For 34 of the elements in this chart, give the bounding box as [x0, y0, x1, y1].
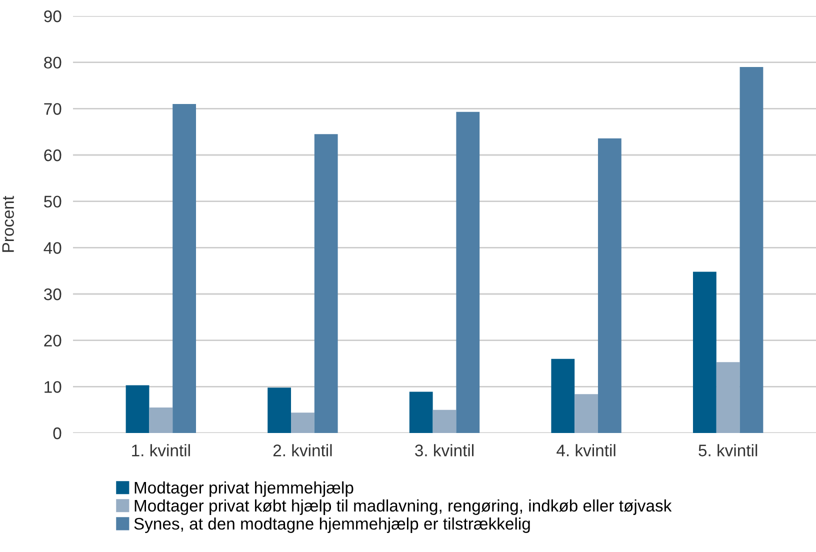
x-tick-label: 1. kvintil — [132, 444, 190, 456]
y-tick-label: 80 — [44, 56, 62, 69]
bar — [692, 272, 716, 433]
y-tick-label: 50 — [44, 196, 62, 208]
bar — [740, 66, 764, 433]
y-tick-label: 0 — [53, 427, 62, 440]
bar — [716, 362, 740, 433]
legend-label: Modtager privat hjemmehjælp — [134, 481, 354, 497]
bar — [314, 134, 338, 433]
bar — [126, 385, 150, 433]
legend-label: Modtager privat købt hjælp til madlavning, rengøring, indkøb eller tøjvask — [134, 499, 672, 515]
bar — [574, 394, 598, 433]
x-tick-label: 4. kvintil — [556, 444, 616, 456]
bar — [432, 410, 456, 433]
y-tick-label: 60 — [44, 149, 62, 162]
bar — [456, 112, 480, 433]
y-tick-label: 20 — [44, 334, 62, 347]
x-tick-label: 3. kvintil — [415, 444, 474, 456]
y-tick-label: 70 — [44, 103, 62, 115]
y-tick-label: 90 — [44, 10, 62, 22]
bar — [291, 412, 314, 433]
bar — [551, 358, 575, 433]
x-tick-label: 2. kvintil — [273, 444, 332, 456]
legend-label: Synes, at den modtagne hjemmehjælp er tilstrækkelig — [134, 517, 530, 533]
bar — [409, 392, 433, 433]
y-tick-label: 40 — [44, 242, 62, 254]
bar — [149, 408, 173, 433]
bar — [598, 138, 622, 433]
bar — [268, 388, 292, 433]
bar — [172, 104, 196, 433]
y-axis-title: Procent — [2, 196, 14, 252]
y-tick-label: 10 — [44, 381, 62, 393]
x-tick-label: 5. kvintil — [698, 444, 758, 456]
y-tick-label: 30 — [44, 288, 62, 300]
